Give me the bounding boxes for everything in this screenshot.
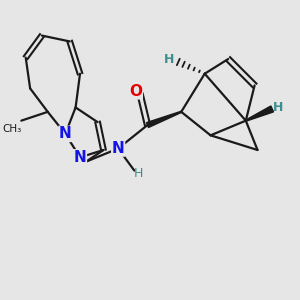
- Text: N: N: [112, 141, 124, 156]
- Text: N: N: [59, 126, 72, 141]
- Text: H: H: [273, 101, 283, 114]
- Text: H: H: [164, 52, 175, 65]
- Polygon shape: [146, 111, 182, 128]
- Polygon shape: [246, 106, 274, 121]
- Text: O: O: [129, 84, 142, 99]
- Text: CH₃: CH₃: [2, 124, 21, 134]
- Text: N: N: [74, 150, 86, 165]
- Text: H: H: [134, 167, 143, 180]
